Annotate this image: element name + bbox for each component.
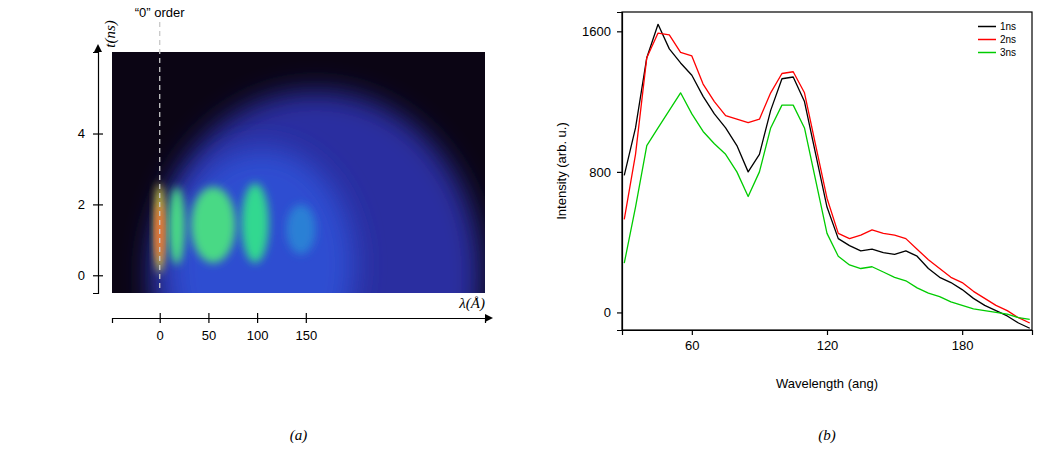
y-axis-b-tick-label: 800	[589, 165, 611, 180]
x-axis-b: 60 120 180	[623, 330, 1033, 353]
legend-swatch	[978, 39, 996, 41]
series-line	[624, 33, 1029, 323]
y-axis-a-tick-label: 4	[78, 126, 85, 141]
x-axis-a-tick-label: 50	[202, 328, 216, 343]
y-axis-b-tick: 0	[604, 305, 622, 320]
x-axis-a-line	[113, 319, 486, 324]
y-arrowhead	[94, 44, 102, 52]
intensity-region	[242, 183, 269, 263]
y-axis-a-tick-mark	[93, 133, 103, 134]
y-axis-a: 0 2 4	[78, 53, 103, 294]
x-axis-a-tick-label: 100	[247, 328, 269, 343]
y-axis-b-tick: 800	[589, 165, 622, 180]
legend-label: 3ns	[1000, 47, 1016, 58]
x-axis-a-tick: 150	[295, 313, 317, 343]
series-line	[624, 24, 1029, 328]
intensity-region	[169, 148, 354, 293]
x-axis-b-tick-mark	[692, 330, 693, 335]
intensity-region	[150, 91, 481, 293]
panel-caption: (a)	[290, 427, 308, 444]
y-axis-b-line	[617, 13, 623, 331]
panel-caption: (b)	[818, 427, 836, 444]
x-axis-a: 0 50 100 150	[113, 313, 486, 343]
x-axis-b-tick: 120	[817, 330, 839, 353]
x-axis-a-tick: 100	[247, 313, 269, 343]
y-axis-a-tick-mark	[93, 275, 103, 276]
y-axis-a-tick-label: 2	[78, 197, 85, 212]
x-axis-a-tick: 0	[157, 313, 164, 343]
x-axis-title: λ(Å)	[458, 295, 485, 312]
x-axis-b-tick-mark	[962, 330, 963, 335]
intensity-region	[168, 187, 185, 265]
annotation: “0” order	[135, 5, 186, 20]
x-axis-b-tick: 60	[685, 330, 699, 353]
legend: 1ns 2ns 3ns	[978, 21, 1016, 58]
x-axis-a-tick-label: 0	[157, 328, 164, 343]
figure: “0” order 0 50 100 150 0 2 4 λ(Å) t(ns) (a) 60 120 18…	[0, 0, 1040, 452]
y-axis-b-tick-mark	[617, 31, 622, 32]
y-axis-a-tick: 2	[78, 197, 103, 212]
legend-swatch	[978, 26, 996, 28]
image-features	[150, 91, 481, 293]
y-axis-a-tick: 4	[78, 126, 103, 141]
y-axis-title: Intensity (arb. u.)	[554, 122, 569, 220]
y-axis-a-line	[93, 53, 99, 294]
x-axis-a-tick-label: 150	[295, 328, 317, 343]
x-arrowhead	[485, 314, 493, 322]
x-axis-b-tick-label: 180	[952, 338, 974, 353]
y-axis-title: t(ns)	[102, 20, 119, 48]
plot-frame	[622, 12, 1032, 330]
series-line	[624, 93, 1029, 320]
y-axis-b: 0 800 1600	[582, 13, 622, 331]
x-axis-b-tick-label: 60	[685, 338, 699, 353]
x-axis-b-tick-mark	[827, 330, 828, 335]
y-axis-b-tick-label: 0	[604, 305, 611, 320]
x-axis-a-tick: 50	[202, 313, 216, 343]
intensity-region	[286, 204, 315, 254]
x-axis-b-tick: 180	[952, 330, 974, 353]
y-axis-a-tick-mark	[93, 204, 103, 205]
y-axis-a-tick: 0	[78, 268, 103, 283]
x-axis-b-tick-label: 120	[817, 338, 839, 353]
y-axis-b-tick-mark	[617, 312, 622, 313]
x-axis-a-tick-mark	[257, 313, 258, 323]
y-axis-a-tick-label: 0	[78, 268, 85, 283]
panel-a: “0” order 0 50 100 150 0 2 4 λ(Å) t(ns) (a)	[78, 5, 493, 452]
panel-b: 60 120 180 0 800 1600 Wavelength (ang) Intensit…	[554, 12, 1033, 444]
y-axis-b-tick-label: 1600	[582, 24, 611, 39]
x-axis-b-line	[623, 331, 1033, 336]
legend-label: 1ns	[1000, 21, 1016, 32]
zero-order-line	[159, 22, 160, 290]
x-axis-a-tick-mark	[208, 313, 209, 323]
x-axis-a-tick-mark	[160, 313, 161, 323]
y-axis-b-tick: 1600	[582, 24, 622, 39]
legend-label: 2ns	[1000, 34, 1016, 45]
y-axis-b-tick-mark	[617, 172, 622, 173]
x-axis-a-tick-mark	[306, 313, 307, 323]
lines	[624, 24, 1029, 328]
x-axis-title: Wavelength (ang)	[776, 376, 878, 391]
legend-swatch	[978, 52, 996, 54]
intensity-region	[191, 187, 236, 263]
